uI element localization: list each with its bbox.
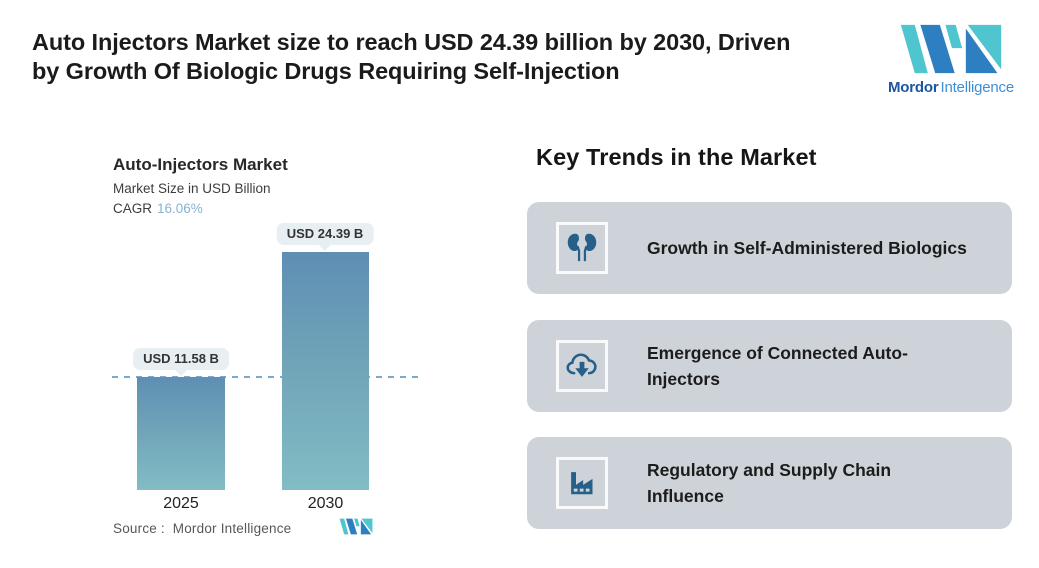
axis-label-2025: 2025 — [163, 495, 199, 512]
headline: Auto Injectors Market size to reach USD … — [32, 28, 882, 86]
bar-2030 — [282, 252, 369, 490]
headline-line2: by Growth Of Biologic Drugs Requiring Se… — [32, 58, 620, 84]
mi-logo-icon — [899, 23, 1003, 75]
cloud-download-icon — [564, 348, 600, 384]
trend-card-regulatory-supply-chain: Regulatory and Supply Chain Influence — [527, 437, 1012, 529]
mordor-intelligence-logo: Mordor Intelligence — [886, 23, 1016, 96]
chart-subtitle: Market Size in USD Billion — [113, 181, 271, 196]
headline-line1: Auto Injectors Market size to reach USD … — [32, 29, 791, 55]
trend-icon-box — [556, 457, 608, 509]
cagr-value: 16.06% — [157, 201, 203, 216]
brand-name-bold: Mordor — [888, 79, 939, 96]
reference-dashed-line — [112, 376, 423, 378]
chart-cagr: CAGR 16.06% — [113, 201, 203, 216]
trend-icon-box — [556, 222, 608, 274]
chart-title: Auto-Injectors Market — [113, 155, 288, 174]
trend-card-connected-auto-injectors: Emergence of Connected Auto-Injectors — [527, 320, 1012, 412]
bar-2025 — [137, 377, 225, 490]
factory-icon — [564, 465, 600, 501]
value-label-2025: USD 11.58 B — [133, 348, 229, 376]
cagr-label: CAGR — [113, 201, 153, 216]
trend-card-text: Regulatory and Supply Chain Influence — [647, 460, 892, 506]
trends-heading: Key Trends in the Market — [536, 144, 817, 170]
trend-card-text: Growth in Self-Administered Biologics — [647, 238, 967, 258]
brand-name: Mordor Intelligence — [886, 79, 1016, 96]
kidneys-icon — [564, 230, 600, 266]
brand-name-light: Intelligence — [940, 79, 1014, 96]
trend-card-self-administered-biologics: Growth in Self-Administered Biologics — [527, 202, 1012, 294]
trend-card-text: Emergence of Connected Auto-Injectors — [647, 343, 908, 389]
axis-label-2030: 2030 — [307, 495, 344, 512]
mi-logo-small-icon — [339, 518, 373, 535]
value-label-2030: USD 24.39 B — [276, 223, 374, 251]
trend-icon-box — [556, 340, 608, 392]
source-note: Source : Mordor Intelligence — [113, 521, 292, 536]
bar-chart: USD 11.58 B USD 24.39 B 2025 2030 — [107, 223, 425, 512]
